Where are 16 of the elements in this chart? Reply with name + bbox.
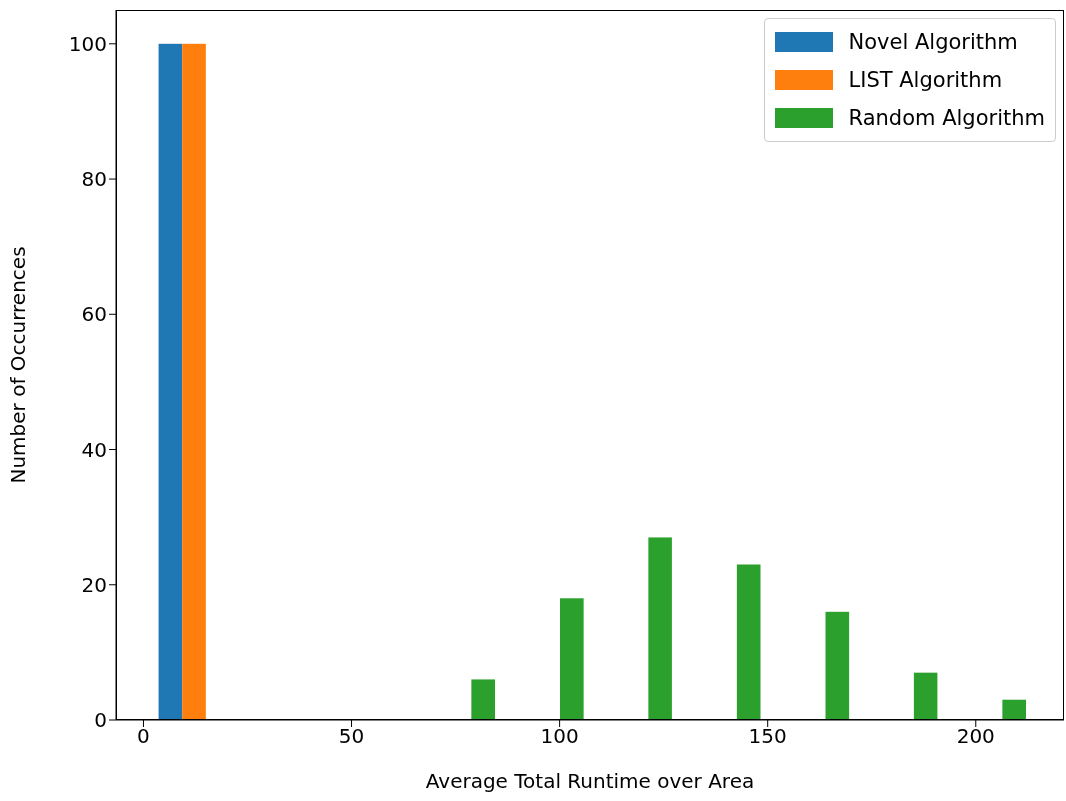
legend-label: Novel Algorithm <box>848 29 1018 56</box>
y-tick-label: 60 <box>81 302 107 327</box>
legend-label: Random Algorithm <box>848 105 1045 132</box>
x-tick-label: 200 <box>956 724 995 749</box>
y-axis-title: Number of Occurrences <box>6 246 31 484</box>
x-tick-label: 0 <box>137 724 150 749</box>
y-tick-label: 80 <box>81 167 107 192</box>
legend-label: LIST Algorithm <box>848 67 1003 94</box>
y-tick-label: 20 <box>81 572 107 597</box>
y-tick-label: 40 <box>81 437 107 462</box>
x-tick-label: 100 <box>540 724 579 749</box>
x-tick-label: 50 <box>338 724 365 749</box>
x-tick-label: 150 <box>748 724 787 749</box>
y-tick-label: 100 <box>68 31 107 56</box>
y-tick-label: 0 <box>94 708 107 733</box>
x-axis-title: Average Total Runtime over Area <box>425 769 755 793</box>
